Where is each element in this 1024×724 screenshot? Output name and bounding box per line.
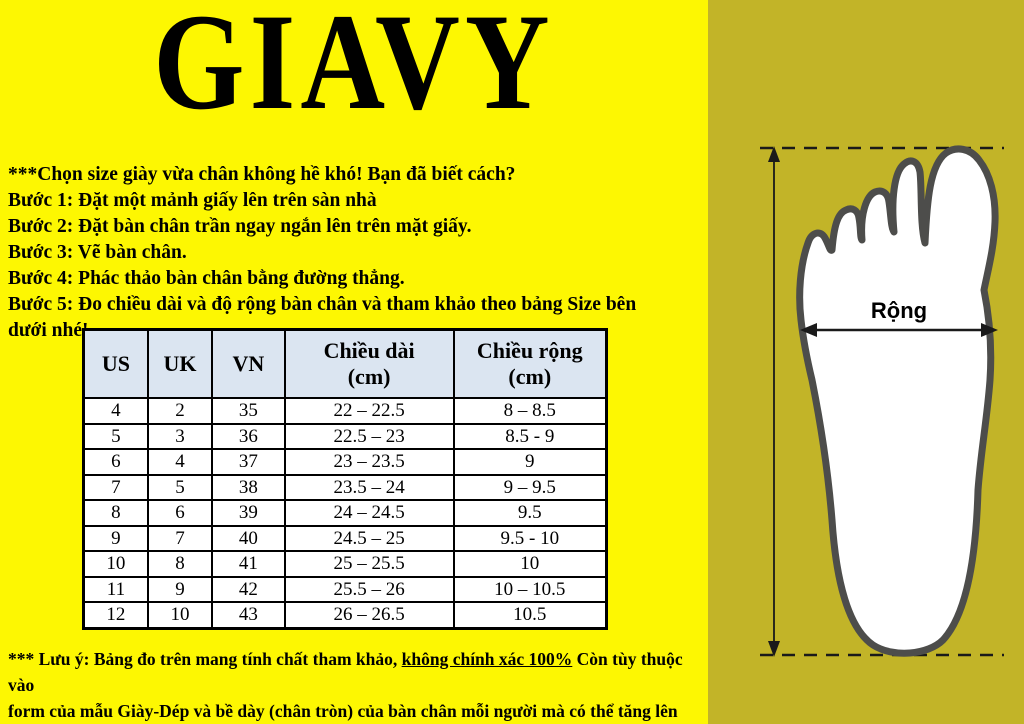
col-header-us: US [82, 328, 149, 399]
size-cell: 2 [146, 397, 214, 425]
size-cell: 6 [82, 448, 149, 476]
col-header-uk: UK [146, 328, 214, 399]
instructions-block: ***Chọn size giày vừa chân không hề khó!… [8, 162, 656, 344]
size-cell: 22.5 – 23 [283, 422, 455, 450]
size-cell: 7 [82, 473, 149, 501]
size-cell: 5 [82, 422, 149, 450]
size-cell: 40 [211, 524, 286, 552]
size-cell: 11 [82, 575, 149, 603]
foot-diagram: Rộng [760, 145, 1004, 657]
size-cell: 12 [82, 601, 149, 629]
col-header-label: UK [163, 351, 197, 376]
col-header-label: Chiều rộng [476, 338, 583, 363]
size-cell: 9.5 - 10 [452, 524, 608, 552]
size-cell: 9 [146, 575, 214, 603]
disclaimer-line: form của mẫu Giày-Dép và bề dày (chân tr… [8, 701, 678, 721]
size-table-header-row: US UK VN Chiều dài (cm) Chiều rộng [82, 328, 608, 399]
size-cell: 10 – 10.5 [452, 575, 608, 603]
size-table-row: 10 8 41 25 – 25.5 10 [82, 550, 608, 578]
size-table-row: 4 2 35 22 – 22.5 8 – 8.5 [82, 397, 608, 425]
size-cell: 8.5 - 9 [452, 422, 608, 450]
size-cell: 4 [146, 448, 214, 476]
size-cell: 38 [211, 473, 286, 501]
size-cell: 9.5 [452, 499, 608, 527]
disclaimer-text: *** Lưu ý: Bảng đo trên mang tính chất t… [8, 649, 402, 669]
size-cell: 8 [82, 499, 149, 527]
size-table-row: 7 5 38 23.5 – 24 9 – 9.5 [82, 473, 608, 501]
col-header-vn: VN [211, 328, 286, 399]
size-cell: 4 [82, 397, 149, 425]
size-cell: 8 – 8.5 [452, 397, 608, 425]
instruction-step: Bước 3: Vẽ bàn chân. [8, 242, 187, 263]
size-cell: 9 – 9.5 [452, 473, 608, 501]
size-table: US UK VN Chiều dài (cm) Chiều rộng [82, 328, 608, 630]
size-table-row: 11 9 42 25.5 – 26 10 – 10.5 [82, 575, 608, 603]
size-cell: 10 [452, 550, 608, 578]
size-cell: 42 [211, 575, 286, 603]
instruction-step: Bước 5: Đo chiều dài và độ rộng bàn chân… [8, 294, 637, 341]
size-table-row: 12 10 43 26 – 26.5 10.5 [82, 601, 608, 629]
instruction-step: Bước 1: Đặt một mảnh giấy lên trên sàn n… [8, 190, 377, 211]
disclaimer-note: *** Lưu ý: Bảng đo trên mang tính chất t… [8, 646, 688, 724]
size-cell: 3 [146, 422, 214, 450]
size-cell: 24 – 24.5 [283, 499, 455, 527]
size-cell: 41 [211, 550, 286, 578]
col-header-label: VN [232, 351, 265, 376]
size-cell: 23 – 23.5 [283, 448, 455, 476]
size-cell: 8 [146, 550, 214, 578]
size-cell: 10.5 [452, 601, 608, 629]
length-measure-arrow [768, 146, 780, 657]
size-cell: 23.5 – 24 [283, 473, 455, 501]
col-header-unit: (cm) [508, 364, 552, 389]
size-cell: 37 [211, 448, 286, 476]
instructions-intro: ***Chọn size giày vừa chân không hề khó!… [8, 164, 516, 185]
brand-logo: GIAVY [153, 0, 555, 138]
size-cell: 6 [146, 499, 214, 527]
size-table-row: 8 6 39 24 – 24.5 9.5 [82, 499, 608, 527]
disclaimer-text: Còn tùy thuộc vào [8, 649, 683, 695]
disclaimer-line: *** Lưu ý: Bảng đo trên mang tính chất t… [8, 646, 688, 698]
col-header-width: Chiều rộng (cm) [452, 328, 608, 399]
size-cell: 36 [211, 422, 286, 450]
width-label: Rộng [871, 298, 927, 323]
col-header-unit: (cm) [347, 364, 391, 389]
size-cell: 35 [211, 397, 286, 425]
size-table-row: 5 3 36 22.5 – 23 8.5 - 9 [82, 422, 608, 450]
col-header-length: Chiều dài (cm) [283, 328, 455, 399]
size-cell: 9 [82, 524, 149, 552]
size-cell: 5 [146, 473, 214, 501]
size-cell: 26 – 26.5 [283, 601, 455, 629]
size-cell: 9 [452, 448, 608, 476]
instruction-step: Bước 2: Đặt bàn chân trần ngay ngắn lên … [8, 216, 472, 237]
size-cell: 10 [146, 601, 214, 629]
disclaimer-underlined-text: không chính xác 100% [401, 649, 573, 669]
size-table-row: 6 4 37 23 – 23.5 9 [82, 448, 608, 476]
instruction-step: Bước 4: Phác thảo bàn chân bằng đường th… [8, 268, 405, 289]
size-cell: 24.5 – 25 [283, 524, 455, 552]
size-cell: 25.5 – 26 [283, 575, 455, 603]
size-cell: 25 – 25.5 [283, 550, 455, 578]
size-cell: 22 – 22.5 [283, 397, 455, 425]
size-cell: 39 [211, 499, 286, 527]
size-table-row: 9 7 40 24.5 – 25 9.5 - 10 [82, 524, 608, 552]
col-header-label: Chiều dài [323, 338, 415, 363]
size-cell: 10 [82, 550, 149, 578]
foot-diagram-panel: Rộng [708, 0, 1024, 724]
width-measure-arrow [800, 323, 998, 337]
foot-outline [796, 145, 999, 657]
col-header-label: US [101, 351, 130, 376]
size-cell: 43 [211, 601, 286, 629]
size-cell: 7 [146, 524, 214, 552]
